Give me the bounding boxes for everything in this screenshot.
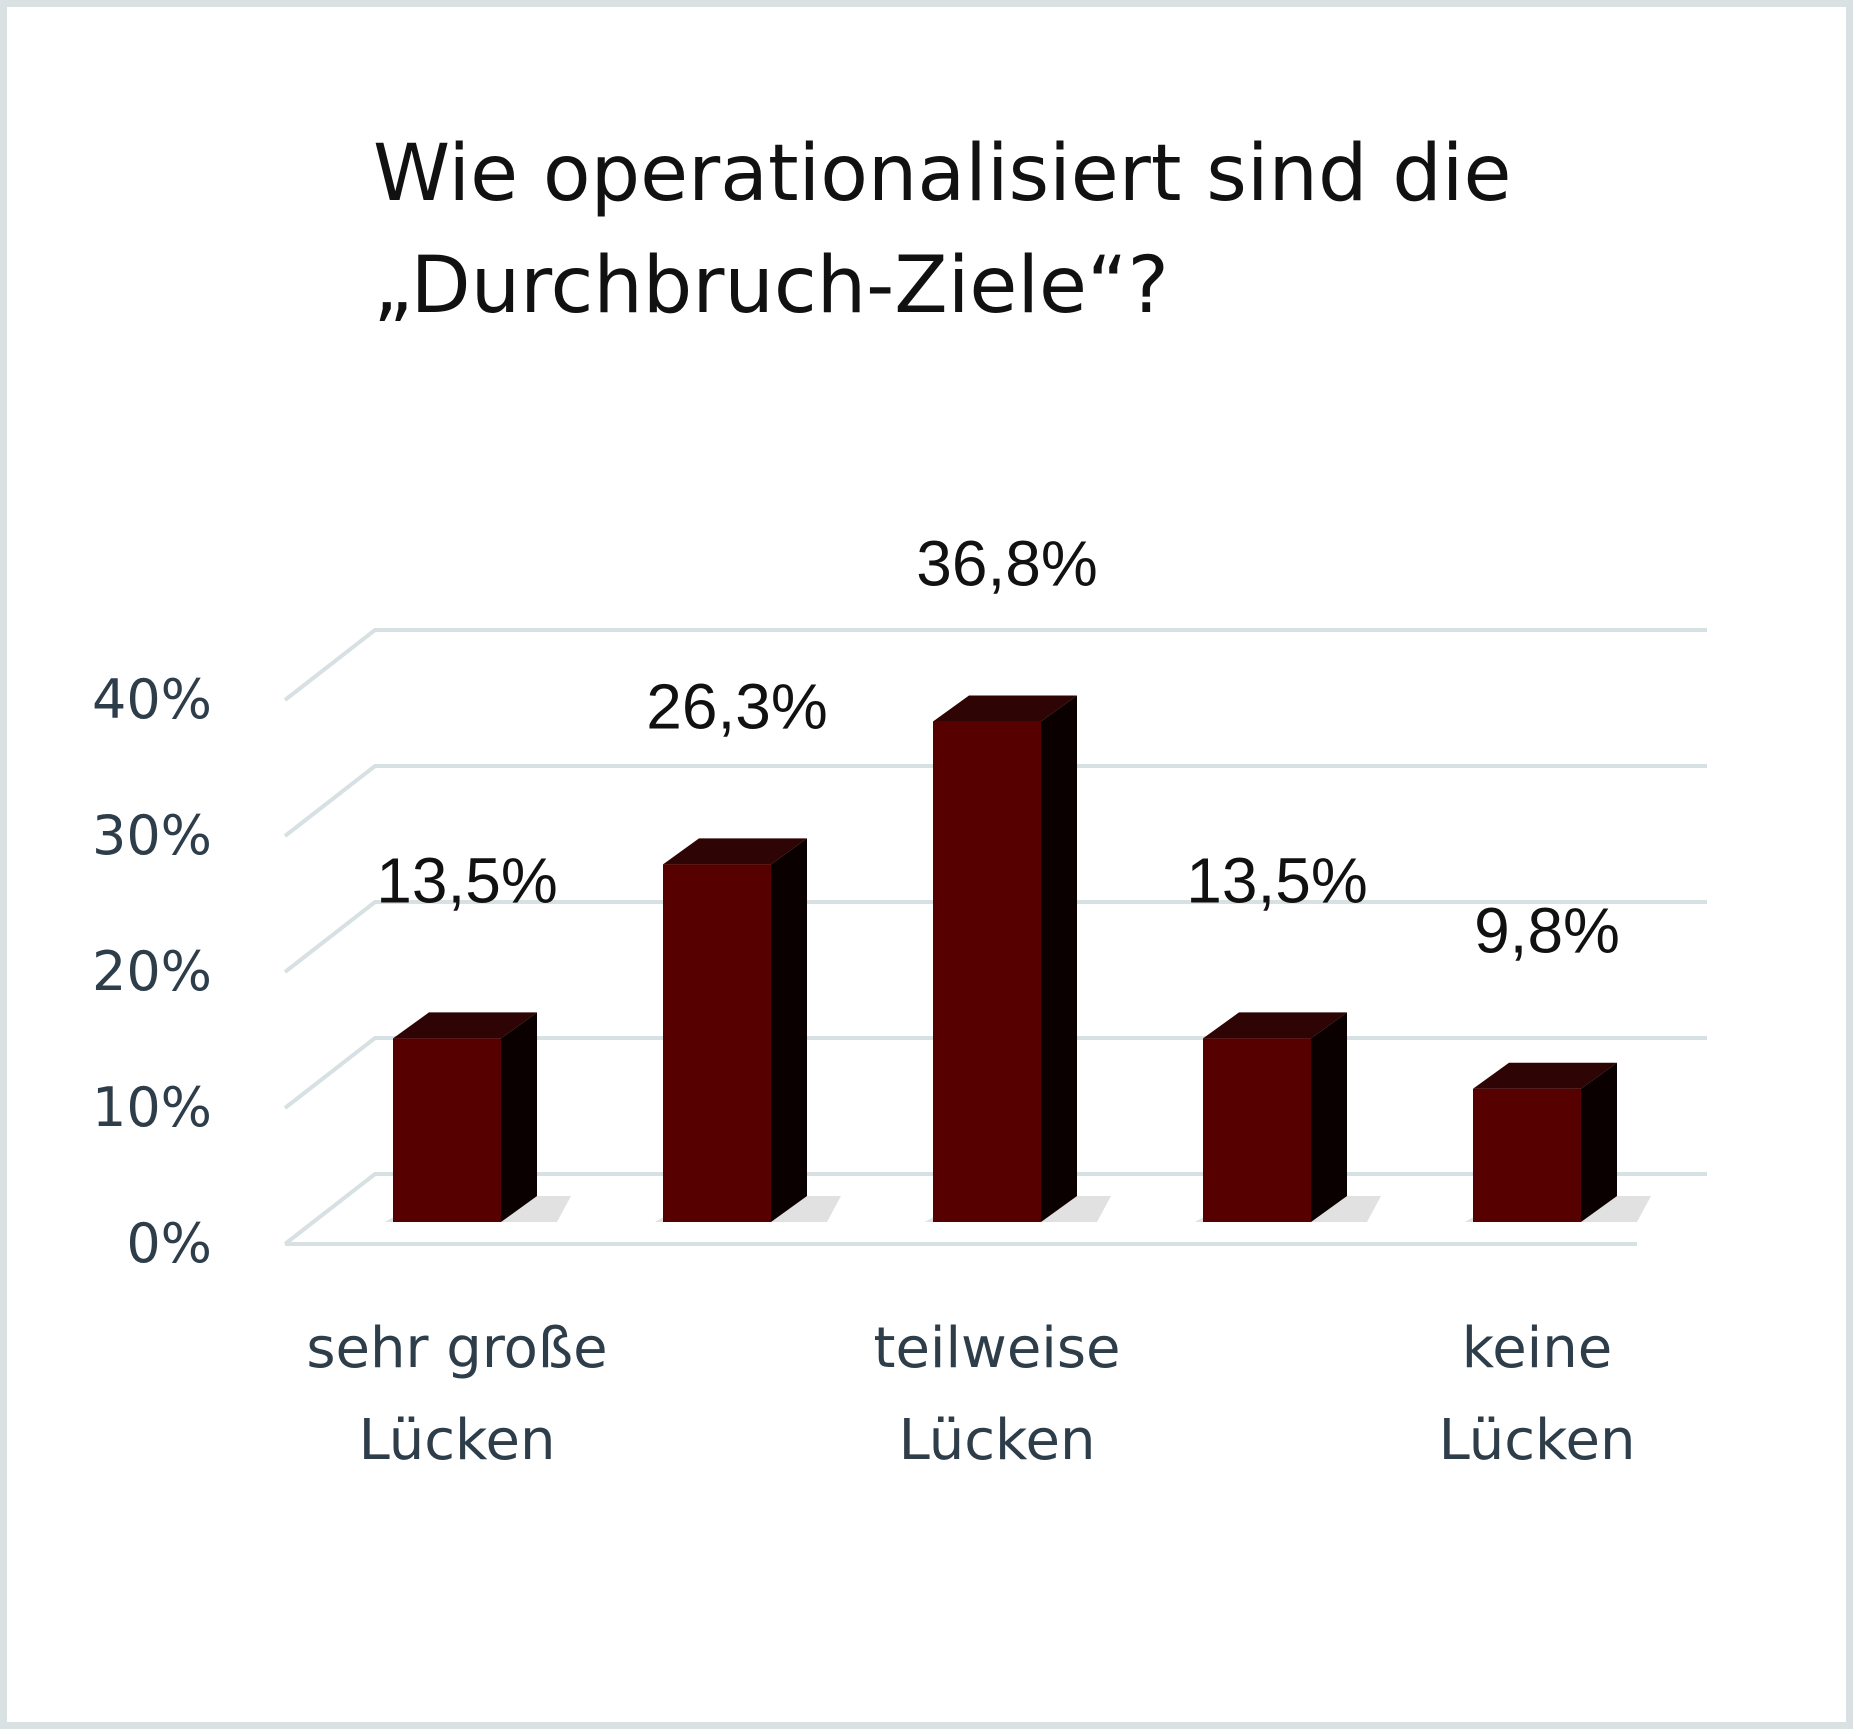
bar-top-1 — [663, 838, 807, 865]
value-label-4: 9,8% — [1474, 895, 1620, 967]
y-tick-label-1: 10% — [92, 1076, 212, 1139]
bar-top-4 — [1473, 1062, 1617, 1089]
bar-side-1 — [771, 838, 807, 1222]
x-label-0-line-1: Lücken — [359, 1408, 556, 1473]
value-label-1: 26,3% — [646, 670, 827, 742]
x-label-2-line-1: Lücken — [899, 1408, 1096, 1473]
value-label-2: 36,8% — [916, 528, 1097, 600]
chart-title-line-2: „Durchbruch-Ziele“? — [373, 241, 1169, 331]
gridline-4 — [283, 628, 1707, 702]
y-axis-ticks: 0% 10% 20% 30% 40% — [92, 668, 212, 1275]
y-tick-label-3: 30% — [92, 804, 212, 867]
chart-title-line-1: Wie operationalisiert sind die — [373, 129, 1512, 219]
bar-side-0 — [501, 1012, 537, 1222]
bar-side-3 — [1311, 1012, 1347, 1222]
bar-top-3 — [1203, 1012, 1347, 1039]
value-label-0: 13,5% — [376, 844, 557, 916]
bar-side-2 — [1041, 695, 1077, 1222]
value-labels: 13,5% 26,3% 36,8% 13,5% 9,8% — [376, 528, 1620, 967]
bar-4 — [1473, 1088, 1581, 1222]
x-label-2-line-0: teilweise — [874, 1316, 1121, 1381]
bar-2 — [933, 721, 1041, 1222]
bar-layer — [385, 695, 1651, 1222]
bar-1 — [663, 864, 771, 1222]
gridline-2 — [283, 900, 1707, 974]
bar-0 — [393, 1038, 501, 1222]
bar-3 — [1203, 1038, 1311, 1222]
value-label-3: 13,5% — [1186, 844, 1367, 916]
bar-top-2 — [933, 695, 1077, 722]
bar-side-4 — [1581, 1062, 1617, 1222]
y-tick-label-4: 40% — [92, 668, 212, 731]
x-axis-labels: sehr große Lücken teilweise Lücken keine Lück… — [306, 1316, 1635, 1473]
x-label-4-line-1: Lücken — [1439, 1408, 1636, 1473]
y-tick-label-2: 20% — [92, 940, 212, 1003]
y-tick-label-0: 0% — [126, 1212, 212, 1275]
gridline-3 — [283, 764, 1707, 838]
chart-title: Wie operationalisiert sind die „Durchbru… — [373, 118, 1673, 342]
x-label-0-line-0: sehr große — [306, 1316, 607, 1381]
x-label-4-line-0: keine — [1462, 1316, 1612, 1381]
bar-top-0 — [393, 1012, 537, 1039]
